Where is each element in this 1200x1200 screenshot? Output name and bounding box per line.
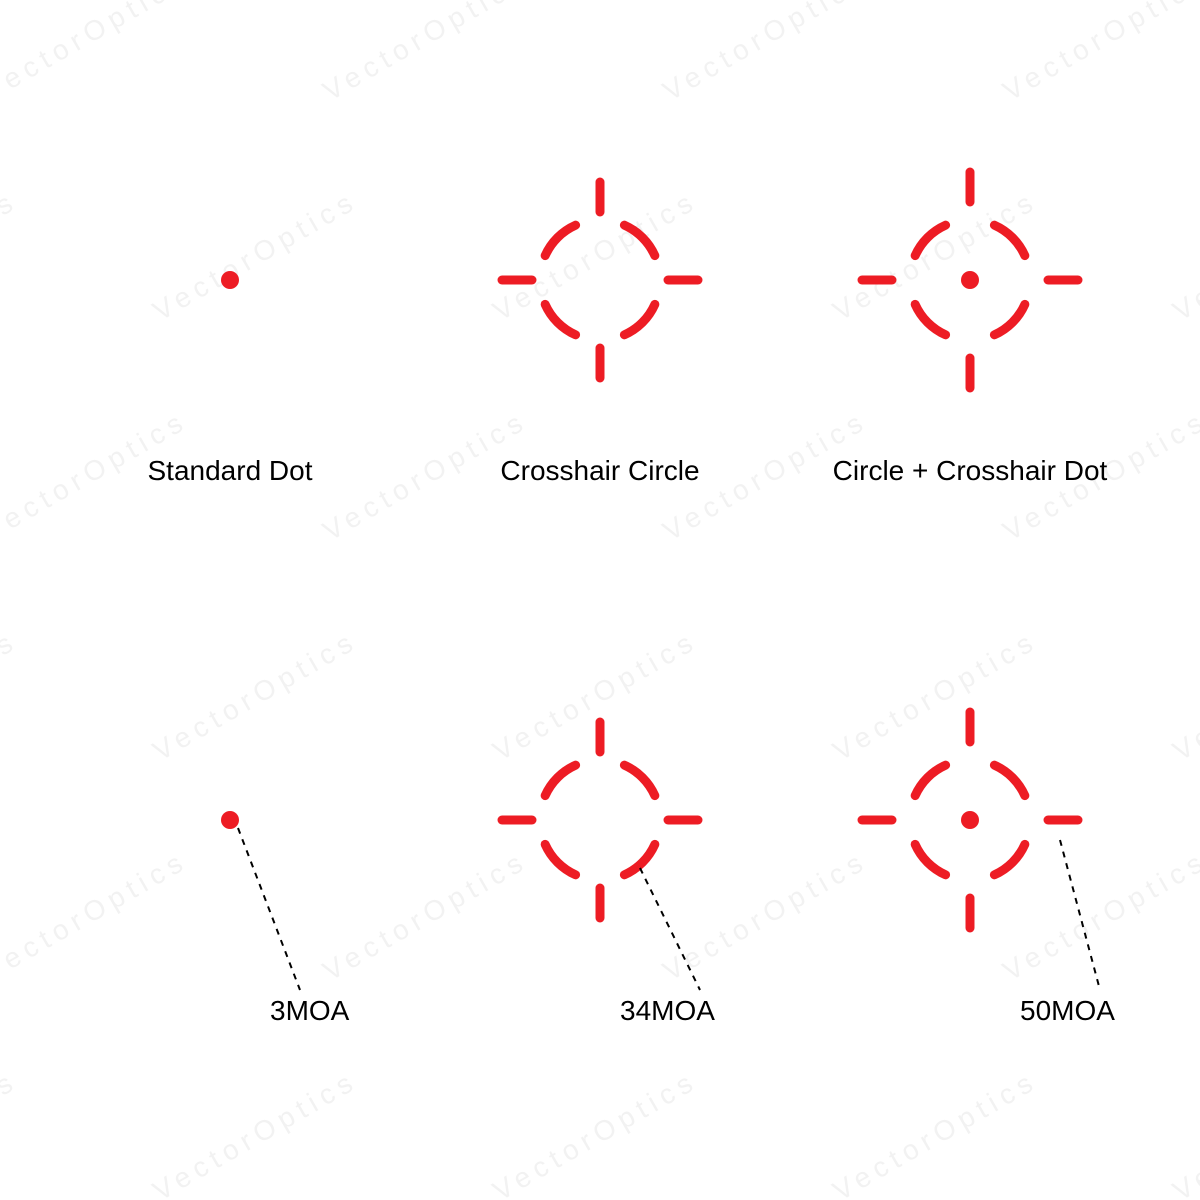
reticle-crosshair-circle [400,160,800,400]
label-circle-crosshair-dot: Circle + Crosshair Dot [770,455,1170,487]
moa-label-50: 50MOA [1020,995,1115,1027]
reticle-standard-dot-moa [30,700,430,940]
reticle-circle-crosshair-dot [770,160,1170,400]
circle-crosshair-dot-icon [770,700,1170,940]
dot-icon [30,700,430,940]
label-crosshair-circle: Crosshair Circle [400,455,800,487]
reticle-standard-dot [30,160,430,400]
moa-label-34: 34MOA [620,995,715,1027]
label-standard-dot: Standard Dot [30,455,430,487]
moa-label-3: 3MOA [270,995,349,1027]
reticle-crosshair-circle-moa [400,700,800,940]
crosshair-circle-icon [400,160,800,400]
reticle-circle-crosshair-dot-moa [770,700,1170,940]
circle-crosshair-dot-icon [770,160,1170,400]
crosshair-circle-icon [400,700,800,940]
dot-icon [30,160,430,400]
